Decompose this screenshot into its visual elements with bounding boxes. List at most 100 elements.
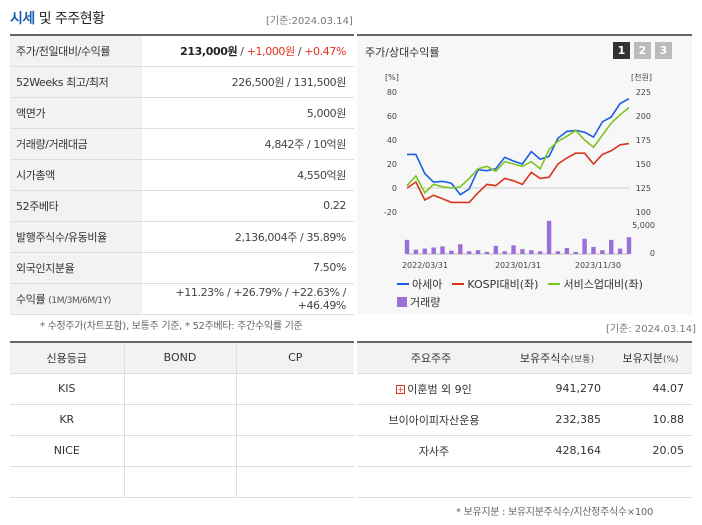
left-tick-label: -20 <box>384 208 397 217</box>
legend-item: 거래량 <box>397 294 440 310</box>
table-row: 수익률 (1M/3M/6M/1Y) +11.23% / +26.79% / +2… <box>10 283 354 315</box>
bond-cell <box>123 373 236 405</box>
left-tick-label: 60 <box>387 112 397 121</box>
table-row: 액면가 5,000원 <box>10 97 354 129</box>
header-text: 보유지분 <box>622 351 663 365</box>
header-unit: (%) <box>662 354 679 365</box>
row-value: 5,000원 <box>142 97 354 129</box>
table-row: KR <box>10 404 354 436</box>
row-value: 2,136,004주 / 35.89% <box>142 221 354 253</box>
chart-legend: 아세아 KOSPI대비(좌) 서비스업대비(좌) 거래량 <box>397 276 643 312</box>
agency-cell: KIS <box>10 373 124 405</box>
table-row: KIS <box>10 373 354 405</box>
column-header: BOND <box>123 342 236 374</box>
row-label: 52주베타 <box>10 190 142 222</box>
table-header-row: 주요주주 보유주식수(보통) 보유지분(%) <box>357 342 692 374</box>
row-label: 52Weeks 최고/최저 <box>10 66 142 98</box>
cp-cell <box>235 435 354 467</box>
shares-cell: 941,270 <box>505 373 609 405</box>
row-label: 외국인지분율 <box>10 252 142 284</box>
volume-bar <box>538 251 543 254</box>
volume-bar <box>609 239 614 254</box>
title-highlight: 시세 <box>10 11 35 27</box>
price-rate: +0.47% <box>304 44 346 58</box>
separator: / <box>339 285 347 299</box>
volume-bar <box>520 249 525 254</box>
volume-bar <box>546 220 552 254</box>
right-tick-label: 200 <box>636 112 651 121</box>
shares-cell <box>505 466 609 498</box>
volume-bar <box>449 250 454 254</box>
volume-bar <box>422 248 427 254</box>
reference-date: [기준:2024.03.14] <box>266 16 353 27</box>
row-label: 수익률 (1M/3M/6M/1Y) <box>10 283 142 315</box>
returns-label: 수익률 <box>16 292 46 306</box>
cp-cell <box>235 466 354 498</box>
credit-rating-table: 신용등급 BOND CP KIS KR NICE <box>10 341 354 498</box>
return-1y: +46.49% <box>297 298 347 312</box>
volume-bar <box>431 247 436 254</box>
returns-period: (1M/3M/6M/1Y) <box>48 295 111 306</box>
legend-item: 서비스업대비(좌) <box>548 276 643 292</box>
shares-cell: 232,385 <box>505 404 609 436</box>
legend-label: 아세아 <box>412 278 443 291</box>
legend-swatch <box>397 283 409 285</box>
legend-swatch <box>397 297 407 307</box>
returns-value: +11.23% / +26.79% / +22.63% / +46.49% <box>142 283 354 315</box>
left-tick-label: 40 <box>387 136 397 145</box>
chart-pager: 1 2 3 <box>613 42 672 59</box>
page-title: 시세 및 주주현황 <box>10 8 105 28</box>
chart-page-1-button[interactable]: 1 <box>613 42 630 59</box>
return-3m: +26.79% <box>233 285 282 299</box>
header-text: 보유주식수 <box>519 351 571 365</box>
price-table: 주가/전일대비/수익률 213,000원 / +1,000원 / +0.47% … <box>10 34 354 315</box>
left-tick-label: 0 <box>392 184 397 193</box>
x-tick-label: 2023/01/31 <box>495 261 541 270</box>
right-tick-label: 175 <box>636 136 651 145</box>
price-footnote: * 수정주가(차트포함), 보통주 기준, * 52주베타: 주간수익률 기준 <box>40 321 303 332</box>
legend-swatch <box>548 283 561 285</box>
holder-name-cell: 자사주 <box>357 435 505 467</box>
chart-page-3-button[interactable]: 3 <box>655 42 672 59</box>
series-line <box>406 142 630 204</box>
row-label: 액면가 <box>10 97 142 129</box>
volume-bar <box>413 249 419 254</box>
separator: / <box>237 44 247 58</box>
volume-bar <box>600 250 605 254</box>
price-change: +1,000원 <box>246 44 295 58</box>
volume-bar <box>626 237 632 254</box>
table-row: 자사주 428,164 20.05 <box>357 435 692 467</box>
expand-icon[interactable]: + <box>396 385 406 394</box>
volume-tick-label: 0 <box>650 249 655 258</box>
agency-cell <box>10 466 124 498</box>
chart-panel: 주가/상대수익률 1 2 3 [%] [천원] 80 60 40 20 0 -20 225 200… <box>357 34 692 314</box>
table-row: 브이아이피자산운용 232,385 10.88 <box>357 404 692 436</box>
separator: / <box>294 44 305 58</box>
series-line <box>407 97 630 196</box>
column-header: 보유주식수(보통) <box>505 342 609 374</box>
return-6m: +22.63% <box>291 285 340 299</box>
volume-bar <box>529 250 534 254</box>
holders-reference-date: [기준: 2024.03.14] <box>606 324 697 335</box>
right-tick-label: 100 <box>636 208 651 217</box>
price-value: 213,000원 / +1,000원 / +0.47% <box>142 35 354 67</box>
volume-bar <box>502 251 507 254</box>
shares-cell: 428,164 <box>505 435 609 467</box>
row-value: 7.50% <box>142 252 354 284</box>
pct-cell: 44.07 <box>609 373 692 405</box>
holder-name: 이훈범 외 9인 <box>407 382 472 396</box>
volume-tick-label: 5,000 <box>632 221 655 230</box>
volume-bar <box>555 251 561 254</box>
row-label: 발행주식수/유동비율 <box>10 221 142 253</box>
table-row: 52주베타 0.22 <box>10 190 354 222</box>
row-label: 주가/전일대비/수익률 <box>10 35 142 67</box>
cp-cell <box>235 404 354 436</box>
table-row: + 이훈범 외 9인 941,270 44.07 <box>357 373 692 405</box>
chart-page-2-button[interactable]: 2 <box>634 42 651 59</box>
column-header: CP <box>235 342 354 374</box>
volume-bar <box>617 248 623 254</box>
right-tick-label: 125 <box>636 184 651 193</box>
left-tick-label: 80 <box>387 88 397 97</box>
shareholders-table: 주요주주 보유주식수(보통) 보유지분(%) + 이훈범 외 9인 941,270… <box>357 341 692 498</box>
table-row: 거래량/거래대금 4,842주 / 10억원 <box>10 128 354 160</box>
